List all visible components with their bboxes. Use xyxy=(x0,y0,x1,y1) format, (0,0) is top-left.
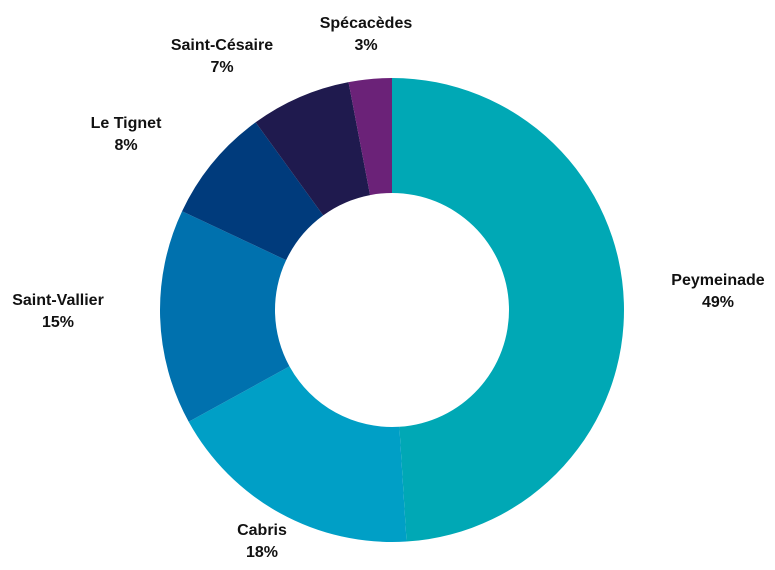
slice-label-le-tignet: Le Tignet xyxy=(91,115,162,132)
slice-value-cabris: 18% xyxy=(246,544,278,561)
slice-value-le-tignet: 8% xyxy=(114,137,137,154)
slice-value-saint-cesaire: 7% xyxy=(210,59,233,76)
slice-specacedes xyxy=(348,78,392,196)
slice-saint-cesaire xyxy=(255,82,371,216)
slice-le-tignet xyxy=(182,122,324,261)
slice-label-saint-vallier: Saint-Vallier xyxy=(12,292,104,309)
donut-slices xyxy=(160,78,624,542)
slice-saint-vallier xyxy=(160,211,290,422)
slice-label-peymeinade: Peymeinade xyxy=(671,272,764,289)
slice-value-specacedes: 3% xyxy=(354,37,377,54)
slice-label-cabris: Cabris xyxy=(237,522,287,539)
slice-cabris xyxy=(188,366,407,542)
slice-peymeinade xyxy=(392,78,624,542)
slice-value-saint-vallier: 15% xyxy=(42,314,74,331)
slice-label-saint-cesaire: Saint-Césaire xyxy=(171,37,273,54)
slice-label-specacedes: Spécacèdes xyxy=(320,15,413,32)
donut-labels: Peymeinade 49% Cabris 18% Saint-Vallier 15% Le… xyxy=(12,15,765,561)
slice-value-peymeinade: 49% xyxy=(702,294,734,311)
